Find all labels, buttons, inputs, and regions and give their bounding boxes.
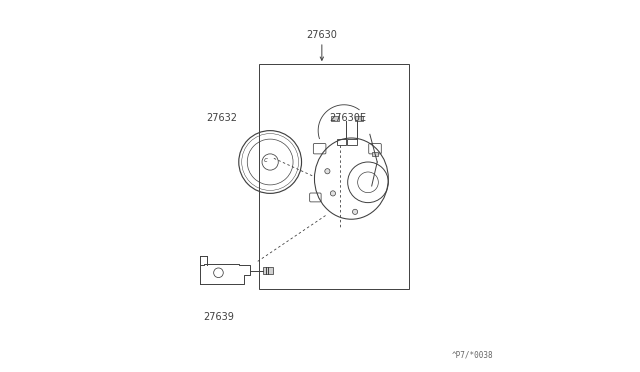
Text: 27632: 27632: [207, 113, 237, 123]
Circle shape: [353, 209, 358, 214]
Bar: [259, 64, 408, 289]
Bar: [348, 139, 356, 145]
Bar: [372, 152, 378, 157]
Bar: [331, 116, 339, 121]
Circle shape: [330, 191, 335, 196]
Text: 27630E: 27630E: [329, 113, 366, 123]
Text: ^P7/*0038: ^P7/*0038: [452, 350, 493, 359]
Text: 27639: 27639: [203, 311, 234, 321]
Text: 27630: 27630: [307, 30, 337, 40]
Text: c: c: [264, 157, 268, 163]
Bar: [263, 267, 273, 274]
Bar: [355, 116, 363, 121]
Bar: [337, 139, 346, 145]
Circle shape: [324, 169, 330, 174]
